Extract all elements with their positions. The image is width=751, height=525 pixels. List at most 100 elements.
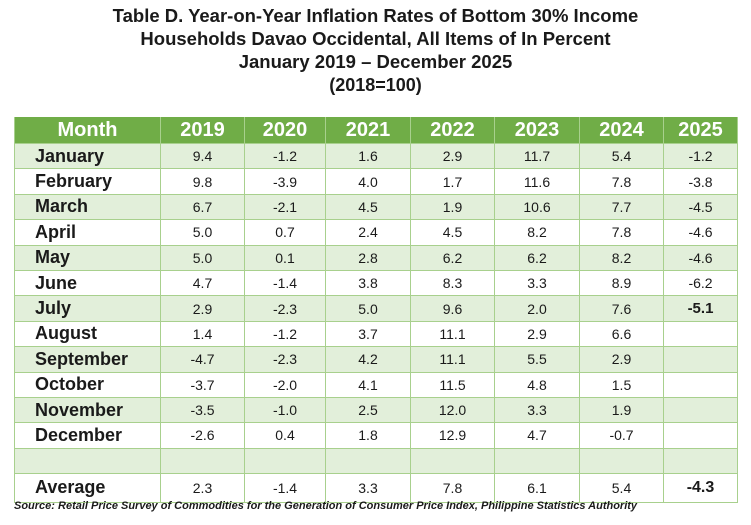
- average-row: Average 2.3 -1.4 3.3 7.8 6.1 5.4 -4.3: [14, 472, 738, 503]
- value-cell-2021: 2.4: [325, 219, 411, 246]
- table-row: July 2.9 -2.3 5.0 9.6 2.0 7.6 -5.1: [14, 295, 738, 322]
- value-cell-2024: 6.6: [579, 320, 664, 348]
- value-cell-2023: 10.6: [494, 193, 580, 221]
- value-cell-2021: 4.5: [325, 193, 411, 221]
- value-cell-2025: [663, 320, 738, 348]
- value-cell-2020: 0.4: [244, 422, 326, 449]
- average-label: Average: [14, 472, 161, 503]
- value-cell-2022: 11.5: [410, 371, 495, 398]
- value-cell-2019: 4.7: [160, 269, 245, 297]
- value-cell-2022: 11.1: [410, 320, 495, 348]
- table-row: April 5.0 0.7 2.4 4.5 8.2 7.8 -4.6: [14, 219, 738, 246]
- value-cell-2024: 8.2: [579, 244, 664, 271]
- value-cell-2020: -2.3: [244, 295, 326, 322]
- average-cell-2025: -4.3: [663, 472, 738, 503]
- value-cell-2022: 11.1: [410, 346, 495, 373]
- value-cell-2022: 12.0: [410, 396, 495, 424]
- month-cell: December: [14, 422, 161, 449]
- table-row: February 9.8 -3.9 4.0 1.7 11.6 7.8 -3.8: [14, 168, 738, 195]
- value-cell-2024: -0.7: [579, 422, 664, 449]
- blank-cell: [663, 447, 738, 474]
- month-cell: April: [14, 219, 161, 246]
- blank-cell: [160, 447, 245, 474]
- month-cell: October: [14, 371, 161, 398]
- table-title: Table D. Year-on-Year Inflation Rates of…: [0, 4, 751, 97]
- value-cell-2022: 6.2: [410, 244, 495, 271]
- header-row: Month 2019 2020 2021 2022 2023 2024 2025: [14, 117, 738, 144]
- value-cell-2021: 4.2: [325, 346, 411, 373]
- value-cell-2025: [663, 346, 738, 373]
- value-cell-2023: 3.3: [494, 269, 580, 297]
- value-cell-2024: 1.9: [579, 396, 664, 424]
- value-cell-2019: -3.5: [160, 396, 245, 424]
- value-cell-2020: -1.2: [244, 320, 326, 348]
- value-cell-2021: 4.0: [325, 168, 411, 195]
- table-row: December -2.6 0.4 1.8 12.9 4.7 -0.7: [14, 422, 738, 449]
- value-cell-2024: 1.5: [579, 371, 664, 398]
- header-2022: 2022: [410, 117, 495, 144]
- value-cell-2024: 5.4: [579, 142, 664, 170]
- value-cell-2025: -5.1: [663, 295, 738, 322]
- value-cell-2020: -2.1: [244, 193, 326, 221]
- average-cell-2022: 7.8: [410, 472, 495, 503]
- value-cell-2022: 9.6: [410, 295, 495, 322]
- value-cell-2025: -4.6: [663, 219, 738, 246]
- value-cell-2021: 3.7: [325, 320, 411, 348]
- month-cell: February: [14, 168, 161, 195]
- value-cell-2023: 6.2: [494, 244, 580, 271]
- value-cell-2025: -1.2: [663, 142, 738, 170]
- value-cell-2021: 2.8: [325, 244, 411, 271]
- value-cell-2025: [663, 396, 738, 424]
- value-cell-2022: 12.9: [410, 422, 495, 449]
- value-cell-2020: 0.1: [244, 244, 326, 271]
- average-cell-2020: -1.4: [244, 472, 326, 503]
- value-cell-2025: -4.6: [663, 244, 738, 271]
- table-row: January 9.4 -1.2 1.6 2.9 11.7 5.4 -1.2: [14, 142, 738, 170]
- value-cell-2020: 0.7: [244, 219, 326, 246]
- title-line-2: Households Davao Occidental, All Items o…: [140, 28, 611, 49]
- header-2024: 2024: [579, 117, 664, 144]
- blank-cell: [14, 447, 161, 474]
- value-cell-2025: -3.8: [663, 168, 738, 195]
- value-cell-2024: 2.9: [579, 346, 664, 373]
- value-cell-2020: -1.0: [244, 396, 326, 424]
- month-cell: September: [14, 346, 161, 373]
- month-cell: May: [14, 244, 161, 271]
- table-row: March 6.7 -2.1 4.5 1.9 10.6 7.7 -4.5: [14, 193, 738, 221]
- month-cell: November: [14, 396, 161, 424]
- header-2019: 2019: [160, 117, 245, 144]
- inflation-table: Month 2019 2020 2021 2022 2023 2024 2025…: [14, 117, 738, 503]
- value-cell-2022: 2.9: [410, 142, 495, 170]
- value-cell-2023: 2.0: [494, 295, 580, 322]
- value-cell-2020: -2.3: [244, 346, 326, 373]
- table-row: September -4.7 -2.3 4.2 11.1 5.5 2.9: [14, 346, 738, 373]
- value-cell-2024: 8.9: [579, 269, 664, 297]
- title-line-3: January 2019 – December 2025: [238, 51, 513, 72]
- blank-cell: [325, 447, 411, 474]
- average-cell-2024: 5.4: [579, 472, 664, 503]
- blank-cell: [244, 447, 326, 474]
- value-cell-2019: 5.0: [160, 219, 245, 246]
- value-cell-2019: 5.0: [160, 244, 245, 271]
- blank-cell: [410, 447, 495, 474]
- month-cell: July: [14, 295, 161, 322]
- value-cell-2023: 11.6: [494, 168, 580, 195]
- base-year: (2018=100): [329, 75, 422, 95]
- average-cell-2021: 3.3: [325, 472, 411, 503]
- value-cell-2020: -3.9: [244, 168, 326, 195]
- table-row: June 4.7 -1.4 3.8 8.3 3.3 8.9 -6.2: [14, 269, 738, 297]
- value-cell-2022: 1.7: [410, 168, 495, 195]
- value-cell-2021: 1.8: [325, 422, 411, 449]
- value-cell-2024: 7.7: [579, 193, 664, 221]
- value-cell-2019: 2.9: [160, 295, 245, 322]
- value-cell-2025: [663, 422, 738, 449]
- value-cell-2019: -3.7: [160, 371, 245, 398]
- table-row: August 1.4 -1.2 3.7 11.1 2.9 6.6: [14, 320, 738, 348]
- value-cell-2019: -2.6: [160, 422, 245, 449]
- value-cell-2024: 7.8: [579, 168, 664, 195]
- month-cell: June: [14, 269, 161, 297]
- blank-cell: [579, 447, 664, 474]
- header-2020: 2020: [244, 117, 326, 144]
- value-cell-2025: -6.2: [663, 269, 738, 297]
- value-cell-2022: 1.9: [410, 193, 495, 221]
